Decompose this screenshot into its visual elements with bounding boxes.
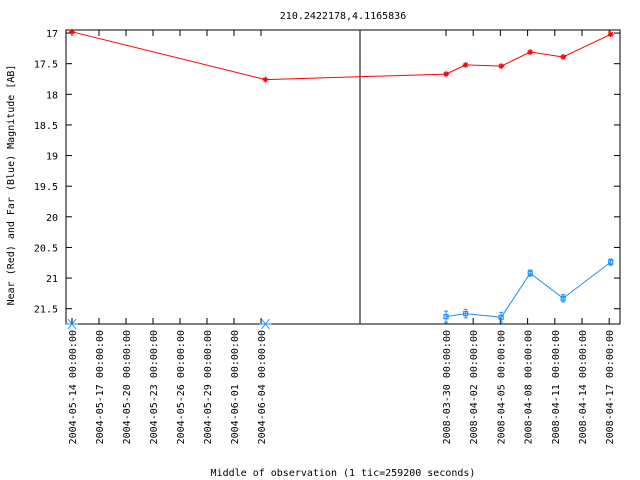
x-tick-label: 2004-06-01 00:00:00 <box>230 330 241 444</box>
y-tick-label: 17 <box>46 29 58 40</box>
y-tick-label: 20 <box>46 213 58 224</box>
x-tick-label: 2008-04-11 00:00:00 <box>551 330 562 444</box>
data-point <box>498 63 505 70</box>
data-point <box>69 28 75 35</box>
x-tick-label: 2004-05-23 00:00:00 <box>149 330 160 444</box>
data-point <box>66 318 78 330</box>
data-point <box>262 76 269 83</box>
y-tick-label: 19 <box>46 152 58 163</box>
x-tick-label: 2008-04-08 00:00:00 <box>524 330 535 444</box>
y-axis-label: Near (Red) and Far (Blue) Magnitude [AB] <box>6 65 17 306</box>
data-point-stroke <box>69 29 75 35</box>
x-tick-label: 2004-05-17 00:00:00 <box>95 330 106 444</box>
x-tick-label: 2008-04-14 00:00:00 <box>578 330 589 444</box>
data-point <box>443 71 449 78</box>
y-tick-label: 17.5 <box>34 60 58 71</box>
y-tick-label: 18.5 <box>34 121 58 132</box>
x-tick-label: 2008-04-17 00:00:00 <box>605 330 616 444</box>
data-point-stroke <box>560 54 566 60</box>
y-tick-label: 18 <box>46 90 58 101</box>
data-point-stroke <box>263 77 268 83</box>
x-tick-label: 2004-06-04 00:00:00 <box>257 330 268 444</box>
data-point <box>527 49 534 56</box>
data-point-stroke <box>67 318 77 330</box>
data-point <box>607 31 614 38</box>
data-point <box>463 310 469 317</box>
data-point-stroke <box>527 49 533 55</box>
data-point <box>462 61 469 68</box>
data-point <box>560 53 567 60</box>
data-point <box>527 270 533 276</box>
data-point <box>259 318 272 330</box>
data-point-stroke <box>261 318 270 330</box>
plot-area: 17 17.5 18 18.5 19 19.5 20 20.5 21 21.5 2004-05-14… <box>34 28 621 444</box>
data-point <box>443 314 449 320</box>
x-tick-label: 2004-05-14 00:00:00 <box>68 330 79 444</box>
data-point-stroke <box>443 71 449 77</box>
x-tick-label: 2008-03-30 00:00:00 <box>442 330 453 444</box>
x-tick-label: 2004-05-20 00:00:00 <box>122 330 133 444</box>
data-point-stroke <box>608 31 614 37</box>
data-point <box>498 314 504 320</box>
y-tick-label: 21.5 <box>34 305 58 316</box>
series-line <box>445 261 612 318</box>
x-tick-label: 2008-04-05 00:00:00 <box>496 330 507 444</box>
x-tick-label: 2004-05-29 00:00:00 <box>203 330 214 444</box>
plot-frame <box>65 29 621 325</box>
data-point-stroke <box>498 63 504 69</box>
data-point <box>608 259 614 265</box>
data-point <box>560 295 566 301</box>
data-point-stroke <box>463 62 469 68</box>
series-line <box>71 31 611 81</box>
chart-title: 210.2422178,4.1165836 <box>280 11 406 22</box>
y-tick-label: 20.5 <box>34 243 58 254</box>
x-tick-label: 2004-05-26 00:00:00 <box>176 330 187 444</box>
y-tick-label: 19.5 <box>34 182 58 193</box>
x-tick-label: 2008-04-02 00:00:00 <box>469 330 480 444</box>
y-tick-label: 21 <box>46 274 58 285</box>
x-axis-label: Middle of observation (1 tic=259200 seco… <box>211 468 476 479</box>
